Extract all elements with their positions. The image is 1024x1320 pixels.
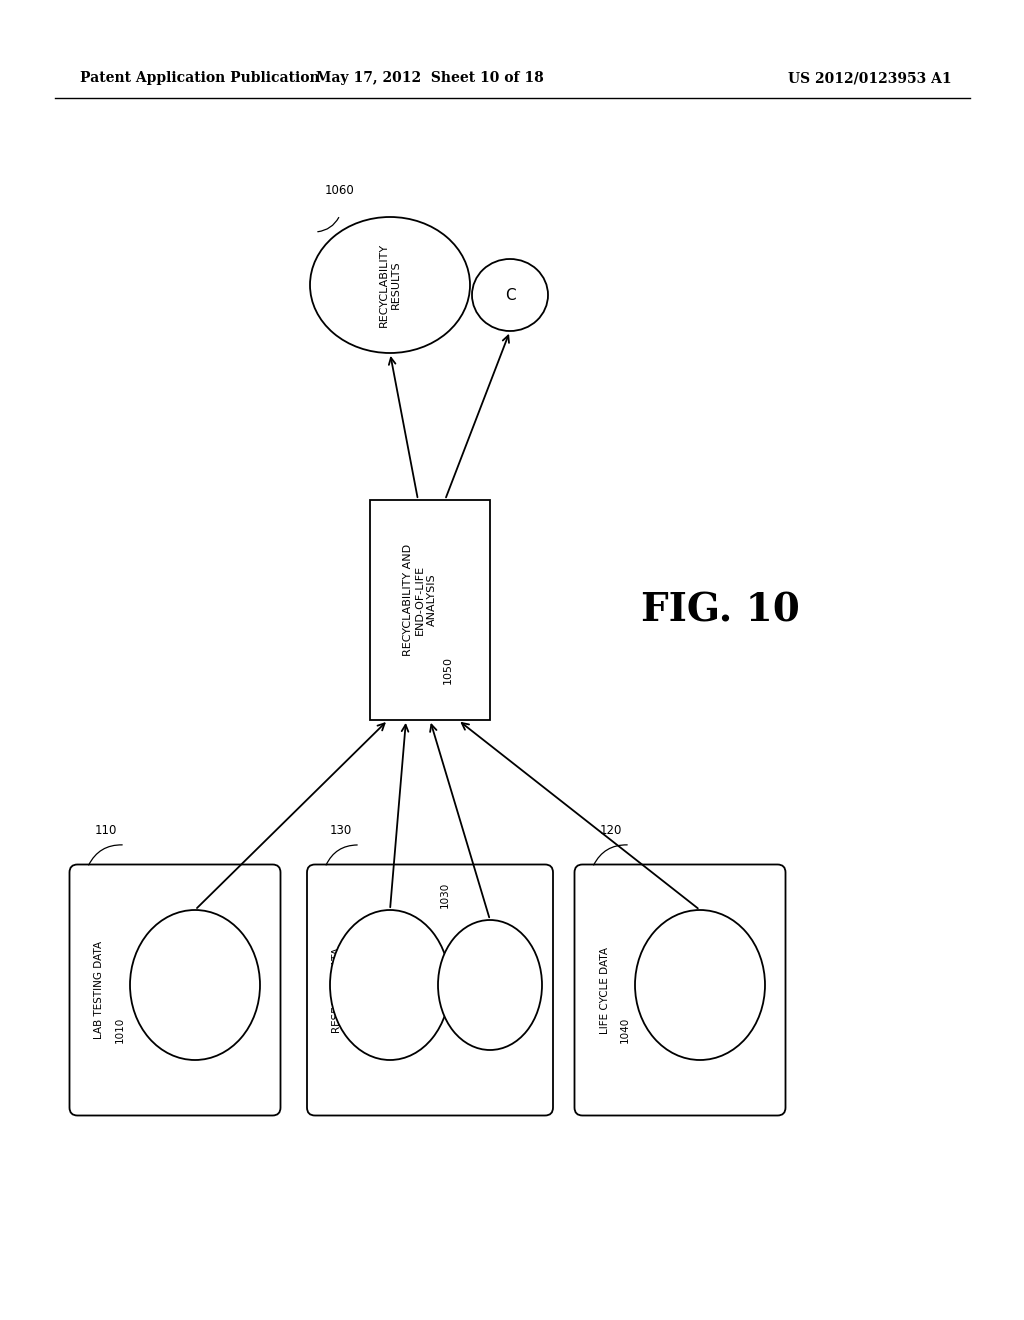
Text: LIFE CYCLE DATA: LIFE CYCLE DATA	[599, 946, 609, 1034]
Text: Patent Application Publication: Patent Application Publication	[80, 71, 319, 84]
FancyBboxPatch shape	[307, 865, 553, 1115]
Text: FIG. 10: FIG. 10	[641, 591, 800, 630]
Text: 1030: 1030	[440, 882, 450, 908]
FancyBboxPatch shape	[70, 865, 281, 1115]
Text: LAB TESTING DATA: LAB TESTING DATA	[94, 941, 104, 1039]
Text: May 17, 2012  Sheet 10 of 18: May 17, 2012 Sheet 10 of 18	[316, 71, 544, 84]
Ellipse shape	[130, 909, 260, 1060]
Text: SERVICEABILITY: SERVICEABILITY	[385, 944, 395, 1026]
Ellipse shape	[635, 909, 765, 1060]
Text: RESEARCH DATA: RESEARCH DATA	[332, 948, 342, 1032]
Text: 1060: 1060	[325, 183, 354, 197]
Ellipse shape	[330, 909, 450, 1060]
Text: US 2012/0123953 A1: US 2012/0123953 A1	[788, 71, 952, 84]
Text: TAKE-BACK
DATA: TAKE-BACK DATA	[479, 956, 501, 1014]
Text: RECYCLABILITY AND
END-OF-LIFE
ANALYSIS: RECYCLABILITY AND END-OF-LIFE ANALYSIS	[403, 544, 436, 656]
Ellipse shape	[310, 216, 470, 352]
Text: 120: 120	[600, 824, 623, 837]
Text: 130: 130	[330, 824, 352, 837]
Text: C: C	[505, 288, 515, 302]
Text: 110: 110	[95, 824, 118, 837]
Text: 1010: 1010	[115, 1016, 125, 1043]
FancyBboxPatch shape	[574, 865, 785, 1115]
Text: 1040: 1040	[620, 1016, 630, 1043]
FancyBboxPatch shape	[370, 500, 490, 719]
Text: MATERIAL
RECYCLING: MATERIAL RECYCLING	[689, 956, 711, 1014]
Ellipse shape	[438, 920, 542, 1049]
Text: 1050: 1050	[443, 656, 453, 684]
Text: RECYCLABILITY
RESULTS: RECYCLABILITY RESULTS	[379, 243, 400, 327]
Text: EASE OF
DISASSEMBLY: EASE OF DISASSEMBLY	[184, 949, 206, 1020]
Ellipse shape	[472, 259, 548, 331]
Text: 1020: 1020	[352, 1016, 362, 1043]
